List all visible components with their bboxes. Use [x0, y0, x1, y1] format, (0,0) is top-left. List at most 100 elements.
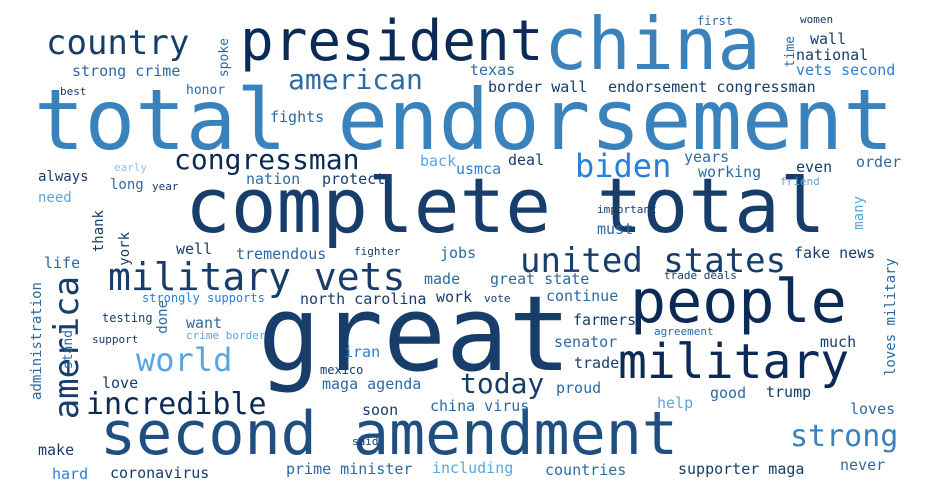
- word-nation: nation: [246, 170, 301, 188]
- word-women: women: [800, 13, 834, 26]
- word-strongly-supports: strongly supports: [142, 291, 265, 305]
- word-fighter: fighter: [354, 245, 401, 258]
- word-senator: senator: [554, 333, 618, 351]
- word-thank: thank: [91, 210, 107, 253]
- word-stand: stand: [61, 330, 76, 370]
- word-support: support: [92, 333, 139, 346]
- word-united-states: united states: [520, 241, 787, 281]
- word-protect: protect: [322, 170, 386, 188]
- word-long: long: [110, 177, 144, 193]
- word-strong: strong: [790, 419, 899, 454]
- word-proud: proud: [556, 379, 602, 397]
- word-done: done: [155, 300, 171, 334]
- word-great-state: great state: [490, 270, 590, 288]
- word-work: work: [436, 288, 473, 306]
- word-trump: trump: [766, 383, 812, 401]
- word-make: make: [38, 441, 75, 459]
- word-life: life: [44, 254, 81, 272]
- word-coronavirus: coronavirus: [110, 464, 210, 482]
- word-york: york: [117, 232, 133, 266]
- word-vets-second: vets second: [796, 61, 896, 79]
- word-testing: testing: [102, 311, 153, 325]
- word-never: never: [840, 456, 886, 474]
- word-texas: texas: [470, 61, 516, 79]
- word-north-carolina: north carolina: [300, 290, 427, 308]
- word-today: today: [460, 367, 545, 400]
- word-soon: soon: [362, 401, 399, 419]
- word-vote: vote: [484, 292, 511, 305]
- word-need: need: [38, 190, 72, 206]
- word-honor: honor: [186, 83, 226, 98]
- word-important: important: [597, 203, 657, 216]
- word-countries: countries: [545, 461, 627, 479]
- word-strong-crime: strong crime: [72, 62, 181, 80]
- word-china: china: [544, 2, 761, 86]
- word-administration: administration: [29, 282, 45, 401]
- word-jobs: jobs: [440, 244, 477, 262]
- word-supporter-maga: supporter maga: [678, 460, 805, 478]
- word-want: want: [186, 314, 223, 332]
- word-tremendous: tremendous: [236, 245, 327, 263]
- word-great: great: [258, 273, 572, 395]
- word-early: early: [114, 161, 148, 174]
- word-usmca: usmca: [456, 160, 502, 178]
- word-trade-deals: trade deals: [664, 269, 737, 282]
- word-fights: fights: [270, 108, 325, 126]
- word-order: order: [856, 153, 902, 171]
- word-working: working: [698, 163, 762, 181]
- word-well: well: [176, 240, 213, 258]
- word-many: many: [851, 196, 867, 230]
- word-mexico: mexico: [320, 363, 364, 377]
- word-including: including: [432, 459, 514, 477]
- word-loves-military: loves military: [883, 258, 899, 377]
- word-complete-total: complete total: [185, 161, 826, 250]
- word-country: country: [46, 23, 190, 63]
- word-china-virus: china virus: [430, 397, 530, 415]
- word-even: even: [796, 158, 833, 176]
- word-people: people: [630, 267, 847, 337]
- word-love: love: [102, 374, 139, 392]
- word-agreement: agreement: [654, 325, 714, 338]
- word-hard: hard: [52, 465, 89, 483]
- word-friend: friend: [780, 175, 820, 188]
- word-loves: loves: [850, 400, 896, 418]
- word-time: time: [783, 36, 798, 68]
- word-said: said: [352, 435, 379, 448]
- word-help: help: [657, 394, 694, 412]
- word-fake-news: fake news: [794, 244, 876, 262]
- word-wall: wall: [810, 30, 847, 48]
- word-incredible: incredible: [86, 387, 267, 422]
- word-total-endorsement: total endorsement: [34, 71, 894, 169]
- word-years: years: [684, 148, 730, 166]
- word-trade: trade: [574, 354, 620, 372]
- word-always: always: [38, 169, 89, 185]
- word-first: first: [697, 14, 734, 28]
- word-military: military: [618, 334, 850, 390]
- word-world: world: [136, 341, 233, 379]
- word-president: president: [240, 9, 544, 74]
- word-national: national: [796, 46, 869, 64]
- word-made: made: [424, 270, 461, 288]
- word-spoke: spoke: [217, 38, 232, 78]
- word-maga-agenda: maga agenda: [322, 375, 422, 393]
- word-year: year: [152, 180, 179, 193]
- word-continue: continue: [546, 287, 619, 305]
- word-farmers: farmers: [573, 311, 637, 329]
- word-good: good: [710, 384, 747, 402]
- word-border-wall: border wall: [488, 78, 588, 96]
- word-must: must: [597, 220, 634, 238]
- word-deal: deal: [508, 151, 545, 169]
- word-iran: iran: [344, 343, 381, 361]
- word-crime-border: crime border: [186, 329, 266, 342]
- word-back: back: [420, 152, 457, 170]
- word-biden: biden: [575, 147, 672, 185]
- word-american: american: [288, 63, 423, 96]
- word-much: much: [820, 333, 857, 351]
- word-endorsement-congressman: endorsement congressman: [608, 78, 816, 96]
- word-second-amendment: second amendment: [100, 399, 678, 469]
- word-congressman: congressman: [174, 143, 360, 176]
- word-military-vets: military vets: [108, 255, 406, 299]
- word-prime-minister: prime minister: [286, 460, 413, 478]
- word-best: best: [60, 85, 87, 98]
